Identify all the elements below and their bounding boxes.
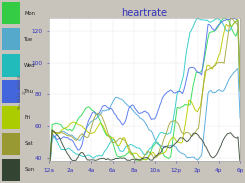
Text: Wed: Wed xyxy=(24,63,36,68)
FancyBboxPatch shape xyxy=(2,28,20,51)
FancyBboxPatch shape xyxy=(2,132,20,155)
FancyBboxPatch shape xyxy=(2,80,20,103)
Title: heartrate: heartrate xyxy=(122,8,168,18)
Text: Thu 08-14 - Wed 08-
20: Thu 08-14 - Wed 08- 20 xyxy=(18,74,26,109)
Text: Tue: Tue xyxy=(24,37,33,42)
FancyBboxPatch shape xyxy=(2,106,20,129)
Text: Sun: Sun xyxy=(24,167,34,172)
FancyBboxPatch shape xyxy=(2,2,20,24)
Text: Sat: Sat xyxy=(24,141,33,146)
Text: Fri: Fri xyxy=(24,115,31,120)
Text: Thu: Thu xyxy=(24,89,34,94)
FancyBboxPatch shape xyxy=(2,159,20,181)
Text: Mon: Mon xyxy=(24,11,35,16)
FancyBboxPatch shape xyxy=(2,54,20,77)
